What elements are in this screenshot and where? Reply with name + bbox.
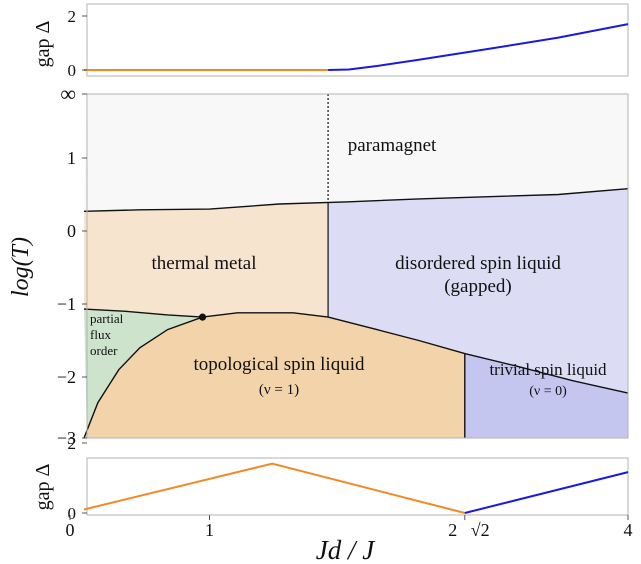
top-y-axis-label: gap Δ [32, 20, 54, 67]
main-y-ticks: −3 −2 −1 0 1 ∞ [57, 81, 87, 448]
tricritical-point-marker [198, 313, 207, 321]
bottom-ytick-label: 2 [68, 434, 77, 453]
main-y-axis-label: log(T) [8, 237, 34, 297]
label-trivial-spin-liquid: trivial spin liquid [489, 360, 607, 379]
label-partial: partial [90, 311, 124, 326]
region-thermal-metal [84, 202, 329, 318]
x-axis-label: Jd / J [316, 535, 376, 564]
bottom-gap-panel: 02 0 1 42 √2 gap Δ Jd / J [32, 434, 633, 564]
main-ytick-label: −2 [57, 367, 76, 387]
label-trivial-chern: (ν = 0) [529, 384, 567, 399]
bottom-gap-line-2 [464, 471, 629, 514]
bottom-y-axis-label: gap Δ [32, 463, 54, 510]
bottom-xtick-label: 4 [624, 520, 633, 540]
label-disordered-gapped: (gapped) [444, 276, 512, 297]
region-partial-flux-order [84, 309, 203, 438]
bottom-panel-frame [86, 457, 629, 516]
label-thermal-metal: thermal metal [152, 253, 257, 274]
top-gap-line-2 [328, 23, 629, 71]
label-order: order [90, 343, 118, 358]
phase-diagram-panel: −3 −2 −1 0 1 ∞ log(T) paramagnet thermal meta… [8, 81, 629, 448]
label-paramagnet: paramagnet [348, 135, 437, 156]
label-disordered-spin-liquid: disordered spin liquid [395, 253, 561, 274]
top-ytick-label: 2 [68, 7, 77, 26]
partial-flux-top-boundary [83, 308, 203, 318]
main-panel-frame [86, 93, 629, 439]
main-ytick-label: −1 [57, 294, 76, 314]
label-topological-chern: (ν = 1) [259, 382, 299, 398]
bottom-gap-series [83, 462, 629, 514]
main-ytick-label: 1 [67, 148, 76, 168]
main-ytick-label: 0 [67, 221, 76, 241]
trivial-top-boundary [464, 352, 629, 394]
main-ytick-label-infinity: ∞ [60, 81, 76, 106]
region-paramagnet [84, 94, 628, 212]
bottom-xtick-label-2: 2 [448, 520, 457, 540]
bottom-gap-line-1 [83, 462, 466, 514]
bottom-xtick-label: 1 [205, 520, 214, 540]
main-ytick-label: −3 [57, 428, 76, 448]
region-disordered-spin-liquid [328, 188, 628, 394]
bottom-ytick-label: 0 [68, 504, 77, 523]
bottom-xtick-label: 0 [66, 520, 75, 540]
bottom-x-ticks: 0 1 4 2 √2 [66, 515, 633, 540]
label-topological-spin-liquid: topological spin liquid [194, 354, 365, 375]
bottom-y-ticks: 02 [68, 434, 87, 523]
region-trivial-spin-liquid [464, 353, 628, 438]
top-ytick-label: 0 [68, 61, 77, 80]
top-gap-series [84, 23, 629, 71]
bottom-xtick-label-sqrt2: √2 [471, 520, 490, 540]
label-flux: flux [90, 327, 111, 342]
top-gap-panel: 02 gap Δ [32, 3, 629, 80]
region-topological-spin-liquid [84, 312, 465, 438]
topological-dome-boundary [83, 312, 465, 439]
top-y-ticks: 02 [68, 7, 87, 80]
crossover-boundary-line [83, 188, 629, 212]
top-panel-frame [86, 3, 629, 77]
